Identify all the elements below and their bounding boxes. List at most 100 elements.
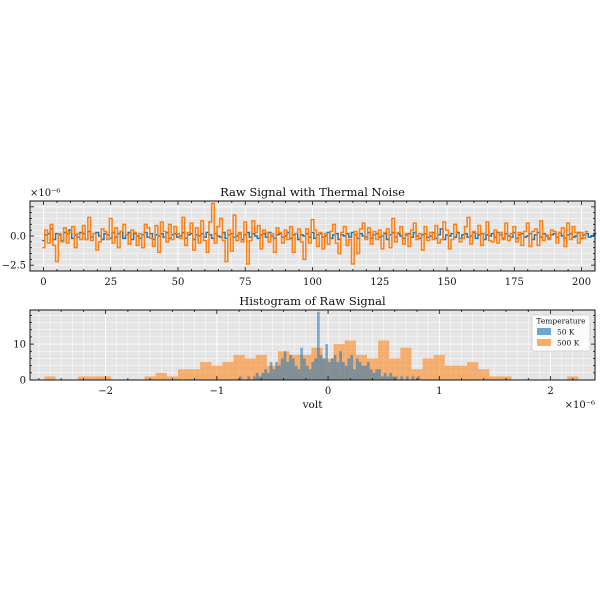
histogram-bar-500k xyxy=(244,358,256,380)
legend-label-50k: 50 K xyxy=(557,328,575,337)
histogram-bar-50k xyxy=(336,362,340,380)
histogram-bar-50k xyxy=(417,376,420,380)
histogram-chart-title: Histogram of Raw Signal xyxy=(239,294,386,308)
signal-x-tick-label: 175 xyxy=(505,277,524,288)
histogram-bars-group xyxy=(44,311,579,380)
histogram-bar-50k xyxy=(258,376,262,380)
histogram-bar-50k xyxy=(275,362,279,380)
histogram-bar-50k xyxy=(252,376,256,380)
histogram-bar-500k xyxy=(422,358,434,380)
histogram-bar-50k xyxy=(386,376,390,380)
histogram-bar-50k xyxy=(400,376,404,380)
legend: Temperature 50 K 500 K xyxy=(531,314,591,352)
histogram-bar-50k xyxy=(280,358,284,380)
histogram-y-tick-label: 10 xyxy=(13,340,26,351)
histogram-bar-500k xyxy=(177,369,190,380)
histogram-bar-50k xyxy=(286,362,290,380)
signal-x-tick-label: 0 xyxy=(40,277,46,288)
histogram-bar-50k xyxy=(333,354,337,380)
histogram-bar-50k xyxy=(344,365,348,380)
histogram-bar-500k xyxy=(444,365,456,380)
histogram-bar-500k xyxy=(88,376,101,380)
histogram-bar-50k xyxy=(305,365,309,380)
signal-axes: 0 25 50 75 100 125 150 175 200 0.0 −2.5 Raw Signal… xyxy=(2,185,597,288)
histogram-bar-50k xyxy=(405,376,409,380)
histogram-bar-50k xyxy=(319,354,323,380)
histogram-bar-50k xyxy=(350,354,354,380)
signal-x-tick-label: 75 xyxy=(239,277,252,288)
signal-x-tick-label: 50 xyxy=(172,277,185,288)
histogram-y-tick-label: 0 xyxy=(20,376,26,387)
histogram-bar-50k xyxy=(383,372,387,380)
histogram-bar-500k xyxy=(378,340,390,380)
histogram-bar-50k xyxy=(325,344,329,380)
histogram-x-tick-label: −1 xyxy=(209,386,224,397)
histogram-bar-500k xyxy=(255,354,267,380)
histogram-ticks: −2 −1 0 1 2 0 10 xyxy=(13,310,596,397)
histogram-bar-50k xyxy=(375,369,379,380)
histogram-bar-500k xyxy=(200,362,212,380)
signal-series-line-orange xyxy=(42,202,589,265)
histogram-bar-500k xyxy=(400,347,412,380)
histogram-bar-50k xyxy=(380,376,384,380)
histogram-bar-50k xyxy=(341,362,345,380)
histogram-bar-50k xyxy=(308,369,312,380)
histogram-bar-50k xyxy=(372,372,376,380)
signal-series-group xyxy=(42,202,597,265)
histogram-bar-50k xyxy=(355,358,359,380)
histogram-bar-50k xyxy=(300,347,304,380)
signal-chart-title: Raw Signal with Thermal Noise xyxy=(220,185,405,199)
histogram-bar-50k xyxy=(394,376,398,380)
signal-x-tick-label: 150 xyxy=(437,277,456,288)
signal-x-tick-label: 25 xyxy=(104,277,117,288)
histogram-x-tick-label: 1 xyxy=(436,386,442,397)
histogram-bar-50k xyxy=(339,351,342,380)
histogram-bar-50k xyxy=(269,362,273,380)
histogram-bar-50k xyxy=(303,358,306,380)
signal-gridlines xyxy=(30,201,595,271)
histogram-bar-500k xyxy=(189,369,201,380)
histogram-bar-50k xyxy=(311,362,315,380)
histogram-x-tick-label: 2 xyxy=(547,386,553,397)
histogram-bar-500k xyxy=(155,372,167,380)
histogram-x-tick-label: −2 xyxy=(98,386,113,397)
histogram-bar-50k xyxy=(358,362,362,380)
histogram-bar-50k xyxy=(322,358,326,380)
histogram-bar-500k xyxy=(233,354,245,380)
signal-y-tick-label: −2.5 xyxy=(2,261,26,272)
histogram-bar-50k xyxy=(316,311,320,380)
histogram-bar-500k xyxy=(211,365,223,380)
histogram-bar-500k xyxy=(389,358,401,380)
histogram-bar-500k xyxy=(411,369,423,380)
histogram-bar-50k xyxy=(347,358,351,380)
histogram-bar-50k xyxy=(353,369,356,380)
signal-x-tick-label: 200 xyxy=(572,277,591,288)
histogram-bar-50k xyxy=(264,369,267,380)
legend-swatch-500k xyxy=(537,339,551,346)
histogram-bar-50k xyxy=(389,372,393,380)
legend-label-500k: 500 K xyxy=(557,339,580,348)
histogram-bar-50k xyxy=(361,365,365,380)
histogram-bar-50k xyxy=(411,376,415,380)
histogram-x-tick-label: 0 xyxy=(325,386,331,397)
histogram-bar-50k xyxy=(266,372,270,380)
histogram-bar-50k xyxy=(378,369,381,380)
histogram-bar-50k xyxy=(297,369,301,380)
histogram-x-axis-label: volt xyxy=(302,399,324,411)
histogram-bar-500k xyxy=(455,365,468,380)
histogram-bar-500k xyxy=(222,362,234,380)
signal-x-tick-label: 125 xyxy=(370,277,389,288)
histogram-bar-500k xyxy=(433,354,445,380)
histogram-bar-50k xyxy=(255,372,259,380)
histogram-bar-50k xyxy=(294,365,298,380)
histogram-bar-50k xyxy=(239,376,242,380)
signal-y-multiplier: ×10⁻⁶ xyxy=(30,188,60,199)
histogram-bar-50k xyxy=(314,358,317,380)
legend-swatch-50k xyxy=(537,328,551,335)
histogram-bar-50k xyxy=(364,365,367,380)
signal-x-tick-label: 100 xyxy=(303,277,322,288)
